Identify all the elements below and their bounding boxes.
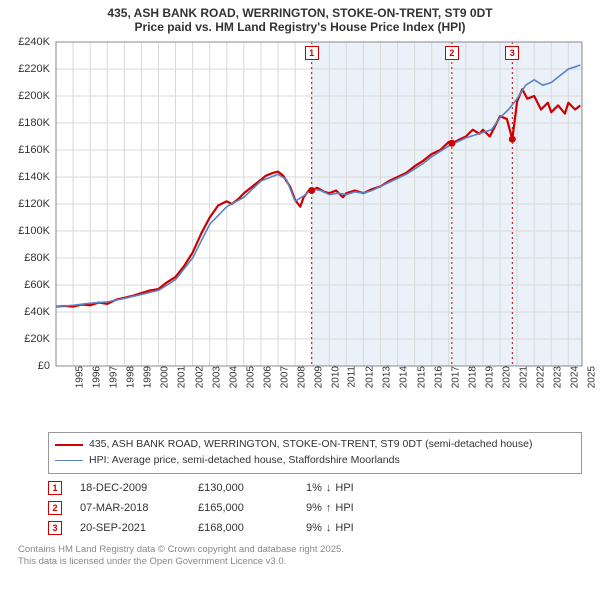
event-marker-on-chart: 3 — [505, 46, 519, 60]
x-tick-label: 2001 — [177, 366, 188, 388]
event-hpi-pct: 9% — [306, 502, 322, 514]
x-tick-label: 2016 — [433, 366, 444, 388]
event-hpi-pct: 9% — [306, 522, 322, 534]
legend: 435, ASH BANK ROAD, WERRINGTON, STOKE-ON… — [48, 432, 582, 474]
x-tick-label: 2010 — [330, 366, 341, 388]
x-tick-label: 2021 — [518, 366, 529, 388]
legend-item: 435, ASH BANK ROAD, WERRINGTON, STOKE-ON… — [55, 437, 575, 453]
event-hpi-label: HPI — [335, 502, 353, 514]
x-tick-label: 2014 — [399, 366, 410, 388]
y-tick-label: £160K — [10, 144, 50, 156]
x-tick-label: 2011 — [347, 366, 358, 388]
arrow-up-icon: ↑ — [326, 502, 332, 514]
y-tick-label: £120K — [10, 198, 50, 210]
x-tick-label: 2000 — [160, 366, 171, 388]
x-tick-label: 2008 — [296, 366, 307, 388]
legend-item: HPI: Average price, semi-detached house,… — [55, 453, 575, 469]
event-hpi: 9% ↓HPI — [306, 522, 354, 534]
title-line1: 435, ASH BANK ROAD, WERRINGTON, STOKE-ON… — [10, 6, 590, 20]
chart-plot: £0 £20K £40K £60K £80K £100K £120K £140K £160K £1… — [10, 36, 590, 426]
footnote: Contains HM Land Registry data © Crown c… — [18, 544, 582, 569]
event-marker-on-chart: 2 — [445, 46, 459, 60]
event-hpi-pct: 1% — [306, 482, 322, 494]
x-tick-label: 2022 — [535, 366, 546, 388]
x-tick-label: 2020 — [501, 366, 512, 388]
x-tick-label: 2007 — [279, 366, 290, 388]
event-hpi: 1% ↓HPI — [306, 482, 354, 494]
y-tick-label: £0 — [10, 360, 50, 372]
event-row: 2 07-MAR-2018 £165,000 9% ↑HPI — [48, 498, 582, 518]
title-line2: Price paid vs. HM Land Registry's House … — [10, 20, 590, 34]
x-tick-label: 2003 — [211, 366, 222, 388]
x-tick-label: 1995 — [74, 366, 85, 388]
x-tick-label: 2002 — [194, 366, 205, 388]
event-hpi: 9% ↑HPI — [306, 502, 354, 514]
event-hpi-label: HPI — [335, 522, 353, 534]
x-tick-label: 2025 — [587, 366, 598, 388]
x-tick-label: 2005 — [245, 366, 256, 388]
y-tick-label: £240K — [10, 36, 50, 48]
event-marker: 3 — [48, 521, 62, 535]
y-tick-label: £40K — [10, 306, 50, 318]
footnote-line1: Contains HM Land Registry data © Crown c… — [18, 544, 582, 556]
x-tick-label: 2012 — [365, 366, 376, 388]
event-marker-on-chart: 1 — [305, 46, 319, 60]
footnote-line2: This data is licensed under the Open Gov… — [18, 556, 582, 568]
event-row: 1 18-DEC-2009 £130,000 1% ↓HPI — [48, 478, 582, 498]
chart-title: 435, ASH BANK ROAD, WERRINGTON, STOKE-ON… — [0, 0, 600, 36]
x-tick-label: 2019 — [484, 366, 495, 388]
event-marker: 2 — [48, 501, 62, 515]
y-tick-label: £140K — [10, 171, 50, 183]
x-tick-label: 2004 — [228, 366, 239, 388]
legend-label: 435, ASH BANK ROAD, WERRINGTON, STOKE-ON… — [89, 437, 532, 453]
event-price: £130,000 — [198, 482, 288, 494]
x-tick-label: 2024 — [570, 366, 581, 388]
y-tick-label: £180K — [10, 117, 50, 129]
x-tick-label: 2006 — [262, 366, 273, 388]
x-tick-label: 1997 — [108, 366, 119, 388]
event-price: £168,000 — [198, 522, 288, 534]
x-tick-label: 1996 — [91, 366, 102, 388]
x-tick-label: 2009 — [313, 366, 324, 388]
event-price: £165,000 — [198, 502, 288, 514]
event-marker: 1 — [48, 481, 62, 495]
x-tick-label: 1999 — [143, 366, 154, 388]
event-hpi-label: HPI — [335, 482, 353, 494]
x-tick-label: 2018 — [467, 366, 478, 388]
y-tick-label: £200K — [10, 90, 50, 102]
y-tick-label: £20K — [10, 333, 50, 345]
event-date: 18-DEC-2009 — [80, 482, 180, 494]
y-tick-label: £80K — [10, 252, 50, 264]
y-tick-label: £220K — [10, 63, 50, 75]
legend-swatch — [55, 444, 83, 446]
y-tick-label: £60K — [10, 279, 50, 291]
event-date: 07-MAR-2018 — [80, 502, 180, 514]
arrow-down-icon: ↓ — [326, 522, 332, 534]
legend-swatch — [55, 460, 83, 461]
x-tick-label: 2013 — [382, 366, 393, 388]
x-tick-label: 1998 — [125, 366, 136, 388]
x-tick-label: 2015 — [416, 366, 427, 388]
event-row: 3 20-SEP-2021 £168,000 9% ↓HPI — [48, 518, 582, 538]
sale-events: 118-DEC-2009£130,0001%↓HPI207-MAR-2018£1… — [48, 478, 582, 538]
x-tick-label: 2023 — [552, 366, 563, 388]
x-tick-label: 2017 — [450, 366, 461, 388]
arrow-down-icon: ↓ — [326, 482, 332, 494]
legend-label: HPI: Average price, semi-detached house,… — [89, 453, 400, 469]
event-date: 20-SEP-2021 — [80, 522, 180, 534]
y-tick-label: £100K — [10, 225, 50, 237]
